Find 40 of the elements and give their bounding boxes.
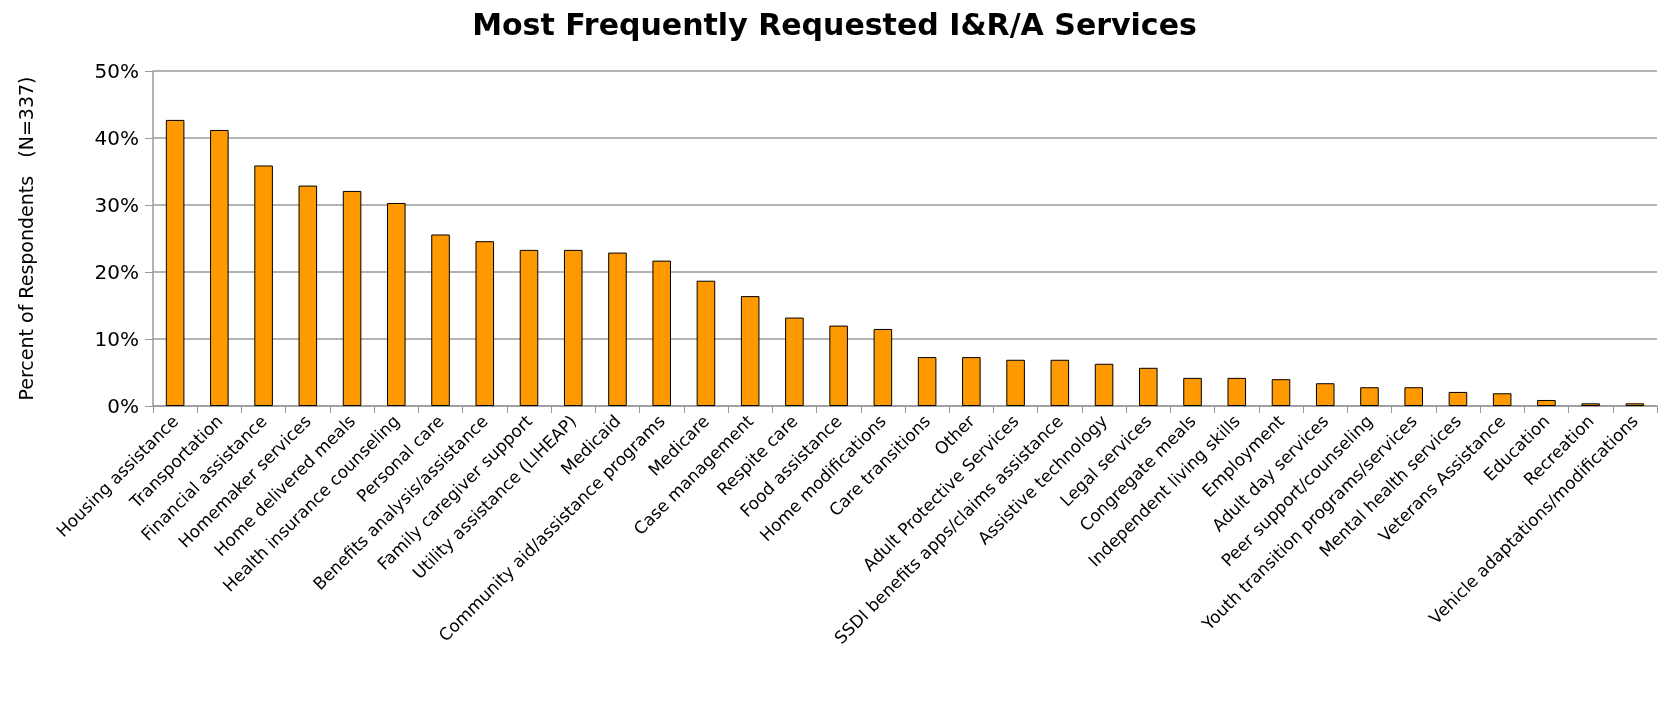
bar	[431, 234, 450, 406]
bar	[1139, 367, 1158, 406]
bar	[1492, 393, 1512, 406]
bar	[608, 252, 627, 406]
bar	[873, 328, 893, 406]
bar	[563, 249, 583, 406]
bar	[1315, 383, 1335, 406]
bar	[652, 260, 671, 406]
bar	[785, 317, 804, 406]
bar	[1404, 387, 1423, 406]
bar	[1006, 359, 1025, 406]
y-tick-label: 10%	[94, 327, 139, 351]
bar	[1537, 399, 1556, 406]
bar	[917, 357, 937, 406]
chart-title: Most Frequently Requested I&R/A Services	[472, 6, 1197, 42]
bar	[1360, 387, 1379, 406]
bar	[1227, 377, 1247, 406]
bar	[1050, 359, 1070, 406]
y-axis-title: Percent of Respondents (N=337)	[14, 76, 37, 401]
y-tick-label: 30%	[94, 193, 139, 217]
bar	[962, 357, 981, 406]
bar	[1448, 391, 1468, 406]
bar	[829, 325, 848, 406]
bar	[342, 190, 362, 406]
y-tick-label: 20%	[94, 260, 139, 284]
bar	[1271, 379, 1291, 406]
bar	[1094, 363, 1114, 406]
bar	[254, 165, 273, 406]
y-tick-label: 0%	[107, 394, 139, 418]
y-tick-label: 50%	[94, 59, 139, 83]
y-tick-label: 40%	[94, 126, 139, 150]
bar	[165, 119, 185, 406]
bar	[387, 202, 406, 406]
bar	[519, 249, 539, 406]
bar	[696, 280, 716, 406]
bar	[740, 296, 760, 406]
bar	[210, 129, 229, 406]
bar	[298, 185, 318, 406]
bar	[1183, 377, 1202, 406]
bar	[475, 241, 495, 406]
